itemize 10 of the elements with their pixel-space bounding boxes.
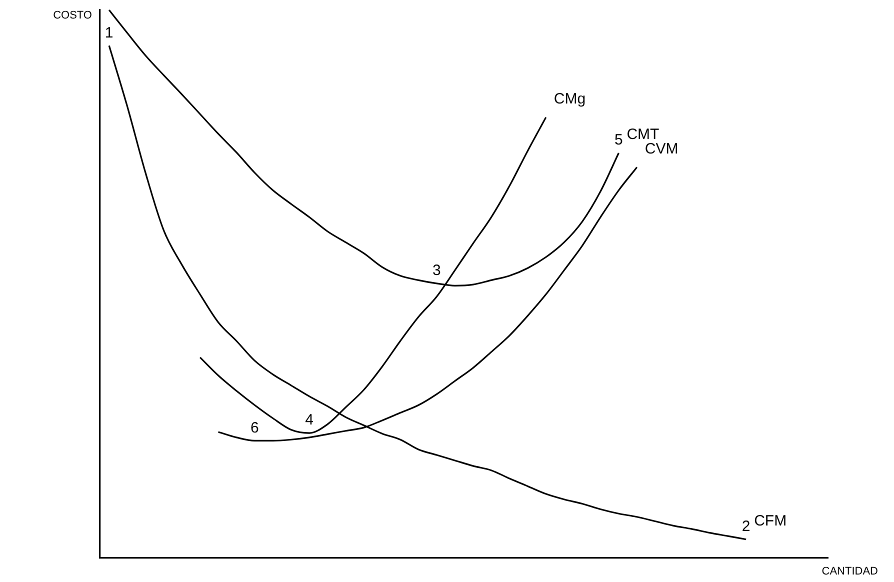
y-axis-title: COSTO [53, 10, 92, 22]
annotation: 5 [614, 132, 623, 149]
annotation: 4 [305, 412, 314, 429]
annotation: 1 [104, 24, 114, 42]
series-label: CFM [754, 512, 787, 530]
series-label: CMg [554, 90, 586, 108]
x-axis-title: CANTIDAD [822, 566, 878, 578]
annotation: 6 [250, 419, 259, 436]
annotation: 3 [432, 262, 441, 280]
annotation: 2 [742, 518, 750, 536]
